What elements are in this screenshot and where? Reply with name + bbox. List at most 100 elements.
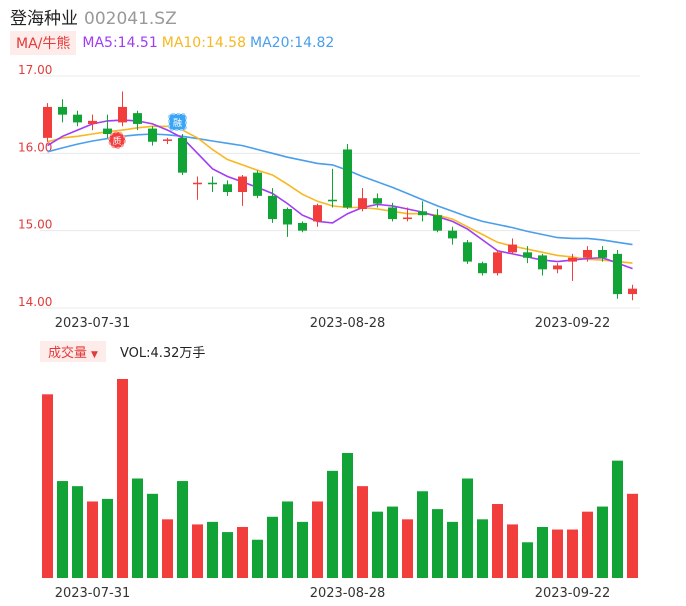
volume-value: VOL:4.32万手 <box>119 345 206 361</box>
candle <box>373 193 382 208</box>
volume-bar <box>297 521 308 578</box>
volume-bar <box>537 526 548 578</box>
volume-bar <box>132 478 143 578</box>
volume-bar <box>477 519 488 578</box>
volume-bar <box>567 529 578 578</box>
candle-body <box>403 217 412 220</box>
pledge-marker-icon[interactable]: 质 <box>108 131 126 149</box>
volume-bar <box>492 504 503 578</box>
ma20-line <box>47 133 633 246</box>
candle <box>253 170 262 199</box>
candle <box>313 203 322 227</box>
candle <box>163 137 172 145</box>
candle-body <box>358 198 367 210</box>
volume-bar <box>117 379 128 578</box>
svg-text:融: 融 <box>173 118 182 129</box>
y-tick-label: 16.00 <box>18 140 52 154</box>
ma-toggle-button[interactable]: MA/牛熊 <box>10 31 77 55</box>
x-date-label: 2023-09-22 <box>535 586 611 601</box>
candle-body <box>223 184 232 192</box>
candle-body <box>433 215 442 231</box>
volume-bar <box>552 529 563 578</box>
volume-bar <box>507 524 518 578</box>
x-date-label: 2023-07-31 <box>55 316 131 331</box>
candle <box>148 126 157 146</box>
volume-bar <box>342 452 353 578</box>
volume-bar <box>372 511 383 578</box>
candle-body <box>613 253 622 295</box>
candle-body <box>148 128 157 142</box>
volume-bar <box>252 539 263 578</box>
candle <box>178 134 187 175</box>
date-axis: 2023-07-31 2023-08-28 2023-09-22 <box>55 316 611 331</box>
volume-toggle-label: 成交量 <box>48 345 88 361</box>
candle-body <box>268 195 277 220</box>
stock-code: 002041.SZ <box>84 9 177 29</box>
candle-body <box>388 207 397 220</box>
candle <box>523 246 532 264</box>
candle <box>103 114 112 138</box>
candle-body <box>163 139 172 141</box>
candle <box>43 103 52 142</box>
x-date-label: 2023-08-28 <box>310 316 386 331</box>
candle-body <box>343 149 352 208</box>
volume-bar <box>87 501 98 578</box>
candlesticks <box>43 91 637 301</box>
volume-bar <box>192 524 203 578</box>
volume-bar <box>447 521 458 578</box>
volume-bar <box>147 493 158 578</box>
candle-body <box>553 265 562 270</box>
volume-bar <box>177 481 188 578</box>
x-date-label: 2023-09-22 <box>535 316 611 331</box>
y-tick-label: 15.00 <box>18 218 52 232</box>
candle-body <box>178 137 187 173</box>
volume-bar <box>237 526 248 578</box>
candle <box>553 263 562 274</box>
candle <box>418 201 427 222</box>
volume-toggle-button[interactable]: 成交量 ▼ <box>40 340 106 362</box>
x-date-label: 2023-07-31 <box>55 586 131 601</box>
volume-bar <box>387 506 398 578</box>
volume-bar <box>57 481 68 578</box>
candle-body <box>283 209 292 225</box>
candle <box>238 174 247 206</box>
candle-body <box>208 182 217 185</box>
candle <box>133 110 142 131</box>
candle-body <box>568 257 577 262</box>
candle-body <box>538 255 547 270</box>
volume-bars <box>42 379 638 578</box>
candle-body <box>298 222 307 231</box>
ma5-line <box>47 119 633 270</box>
candle <box>223 180 232 196</box>
info-marker-icon[interactable]: 融 <box>168 113 187 131</box>
stock-name: 登海种业 <box>10 9 78 29</box>
candle-body <box>373 198 382 204</box>
candle-body <box>118 106 127 123</box>
candle <box>433 209 442 233</box>
ma-legend: MA/牛熊 MA5:14.51 MA10:14.58 MA20:14.82 <box>10 31 338 55</box>
volume-legend: 成交量 ▼ VOL:4.32万手 <box>40 340 206 362</box>
candle <box>283 207 292 237</box>
candle-body <box>478 263 487 274</box>
ma5-label: MA5:14.51 <box>82 35 158 51</box>
volume-bar <box>417 491 428 578</box>
candle-body <box>508 244 517 253</box>
candle-body <box>583 250 592 258</box>
candle <box>118 91 127 127</box>
price-axis: 17.00 16.00 15.00 14.00 <box>18 63 52 309</box>
candle <box>208 176 217 192</box>
candle <box>583 246 592 262</box>
candle <box>298 221 307 233</box>
candle-body <box>328 199 337 202</box>
volume-bar <box>282 501 293 578</box>
volume-bar <box>522 542 533 578</box>
candle-body <box>73 114 82 123</box>
candle <box>58 99 67 123</box>
candle-body <box>463 242 472 262</box>
candle <box>493 250 502 276</box>
candle <box>448 226 457 245</box>
candle <box>193 176 202 200</box>
candle <box>568 253 577 281</box>
price-grid <box>40 75 640 309</box>
